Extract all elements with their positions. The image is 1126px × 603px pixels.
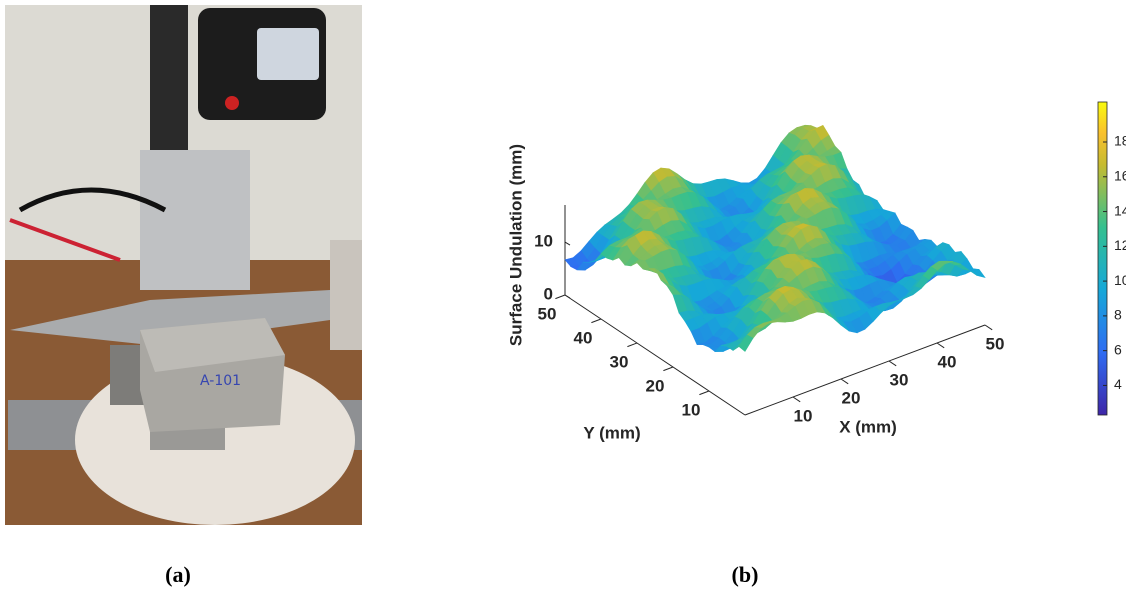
y-tick	[663, 366, 674, 372]
z-tick-label: 10	[534, 232, 553, 251]
colorbar-tick-label: 10	[1114, 272, 1126, 288]
y-tick	[591, 318, 602, 324]
svg-text:A-101: A-101	[200, 373, 241, 389]
y-tick	[555, 294, 566, 300]
x-axis-label: X (mm)	[839, 417, 897, 436]
y-tick	[699, 390, 710, 396]
axis-line	[744, 324, 986, 416]
x-tick-label: 40	[938, 352, 957, 371]
y-tick-label: 40	[574, 328, 593, 347]
colorbar-tick-label: 18	[1114, 133, 1126, 149]
z-tick-label: 0	[544, 284, 553, 303]
x-tick	[888, 360, 897, 367]
x-tick	[984, 324, 993, 331]
colorbar-tick-label: 6	[1114, 341, 1122, 357]
y-axis-label: Y (mm)	[583, 423, 640, 442]
x-tick	[792, 396, 801, 403]
y-tick-label: 30	[610, 352, 629, 371]
x-tick-label: 20	[842, 388, 861, 407]
z-tick	[564, 241, 571, 246]
x-tick-label: 50	[986, 334, 1005, 353]
colorbar-tick-label: 16	[1114, 167, 1126, 183]
z-axis-label: Surface Undulation (mm)	[506, 144, 525, 346]
y-tick-label: 10	[682, 400, 701, 419]
colorbar-tick-label: 12	[1114, 237, 1126, 253]
panel-label: (b)	[732, 562, 759, 587]
colorbar-tick-label: 8	[1114, 307, 1122, 323]
colorbar	[1097, 101, 1108, 416]
surface-plot	[555, 124, 993, 416]
x-tick	[936, 342, 945, 349]
surface-patch	[738, 334, 754, 352]
photo: A-101	[5, 5, 362, 525]
y-tick	[627, 342, 638, 348]
panel-label: (a)	[165, 562, 191, 587]
axis-line	[564, 294, 746, 416]
x-tick-label: 10	[794, 406, 813, 425]
x-tick-label: 30	[890, 370, 909, 389]
y-tick-label: 20	[646, 376, 665, 395]
z-tick	[564, 294, 571, 299]
x-tick	[840, 378, 849, 385]
colorbar-tick-label: 14	[1114, 202, 1126, 218]
colorbar-tick-label: 4	[1114, 376, 1122, 392]
y-tick-label: 50	[538, 304, 557, 323]
surface-patch	[970, 269, 986, 279]
